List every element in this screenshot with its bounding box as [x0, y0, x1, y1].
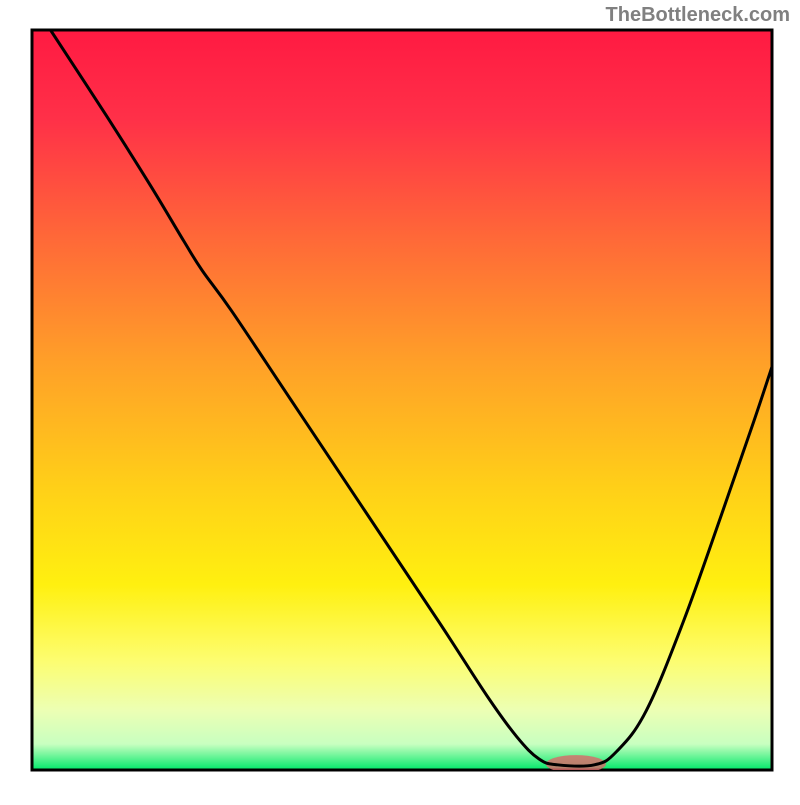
chart-svg	[0, 0, 800, 800]
gradient-background	[32, 30, 772, 770]
watermark-text: TheBottleneck.com	[606, 4, 790, 27]
bottleneck-chart	[0, 0, 800, 800]
